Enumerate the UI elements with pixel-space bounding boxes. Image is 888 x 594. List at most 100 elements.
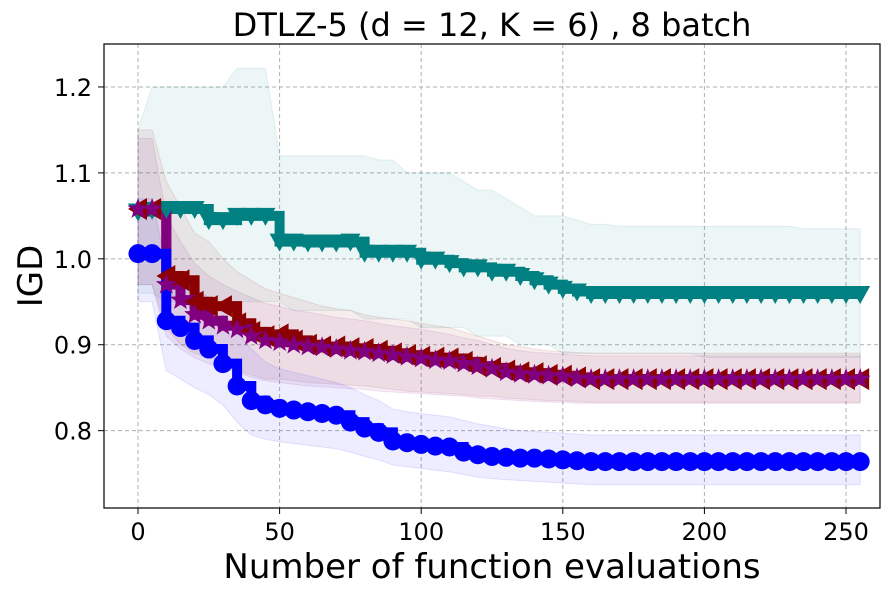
point-purple (368, 342, 390, 363)
point-teal (241, 207, 262, 226)
point-blue (270, 398, 290, 418)
point-blue (425, 436, 445, 456)
point-teal (779, 286, 800, 305)
point-teal (297, 234, 318, 253)
point-purple (198, 309, 220, 330)
point-blue (694, 452, 714, 472)
point-purple (495, 361, 517, 382)
grid-lines (104, 44, 880, 508)
point-teal (411, 251, 432, 270)
point-purple (594, 368, 616, 388)
point-blue (567, 451, 587, 471)
point-blue (808, 452, 828, 472)
point-purple (637, 368, 659, 388)
point-purple (283, 333, 305, 354)
point-purple (679, 368, 701, 388)
point-purple (141, 198, 163, 218)
point-blue (312, 403, 332, 423)
point-purple (849, 368, 871, 388)
point-purple (467, 355, 489, 376)
point-teal (453, 259, 474, 278)
point-dark-red (212, 295, 232, 318)
point-purple (481, 357, 503, 378)
point-blue (383, 431, 403, 451)
point-purple (722, 368, 744, 388)
point-blue (553, 450, 573, 470)
point-purple (339, 339, 361, 360)
point-teal (382, 244, 403, 263)
point-purple (580, 368, 602, 388)
point-purple (311, 336, 333, 357)
x-tick-label: 50 (264, 518, 295, 546)
point-blue (779, 452, 799, 472)
point-teal (722, 286, 743, 305)
point-blue (326, 405, 346, 425)
point-purple (255, 329, 276, 350)
point-teal (269, 233, 290, 252)
point-purple (226, 318, 248, 339)
point-blue (298, 402, 318, 422)
line-teal (138, 204, 861, 299)
point-purple (538, 364, 560, 385)
point-blue (128, 244, 148, 264)
point-purple (240, 325, 262, 345)
point-purple (623, 368, 645, 388)
point-blue (624, 452, 644, 472)
point-purple (693, 368, 715, 388)
point-teal (340, 233, 361, 252)
point-purple (665, 368, 687, 388)
point-purple (439, 350, 460, 370)
point-teal (581, 286, 602, 305)
point-blue (482, 446, 502, 466)
point-purple (552, 365, 574, 386)
point-blue (794, 452, 814, 472)
point-teal (198, 212, 219, 231)
point-purple (410, 347, 432, 368)
point-teal (850, 286, 871, 305)
point-teal (637, 286, 658, 305)
point-teal (609, 286, 630, 305)
point-blue (765, 452, 785, 472)
point-blue (539, 449, 559, 469)
point-blue (850, 452, 870, 472)
point-purple (297, 335, 319, 356)
point-purple (764, 368, 786, 388)
point-dark-red (170, 269, 190, 292)
point-purple (424, 349, 446, 370)
point-purple (170, 289, 191, 309)
point-blue (737, 452, 757, 472)
point-blue (609, 452, 629, 472)
point-teal (354, 244, 375, 263)
point-blue (510, 448, 530, 468)
point-purple (651, 368, 673, 388)
point-teal (680, 286, 701, 305)
x-tick-label: 200 (682, 518, 728, 546)
point-blue (581, 452, 601, 472)
point-purple (821, 368, 843, 388)
y-tick-label: 1.0 (54, 246, 92, 274)
point-dark-red (198, 295, 218, 318)
point-blue (836, 452, 856, 472)
point-teal (736, 286, 757, 305)
point-purple (609, 368, 630, 388)
point-purple (778, 368, 800, 388)
point-teal (552, 280, 573, 299)
point-purple (212, 314, 234, 335)
band-purple (137, 138, 861, 404)
x-axis-ticks: 0 50 100 150 200 250 (130, 508, 869, 546)
point-teal (566, 283, 587, 302)
point-teal (623, 286, 644, 305)
point-purple (524, 363, 545, 384)
point-purple (396, 345, 418, 366)
point-purple (325, 338, 347, 358)
point-blue (369, 422, 389, 442)
point-teal (184, 200, 205, 219)
point-blue (227, 376, 247, 396)
point-blue (255, 395, 275, 415)
y-tick-label: 1.2 (54, 74, 92, 102)
point-blue (454, 442, 474, 462)
point-teal (170, 200, 191, 219)
y-tick-label: 0.8 (54, 418, 92, 446)
point-teal (765, 286, 786, 305)
